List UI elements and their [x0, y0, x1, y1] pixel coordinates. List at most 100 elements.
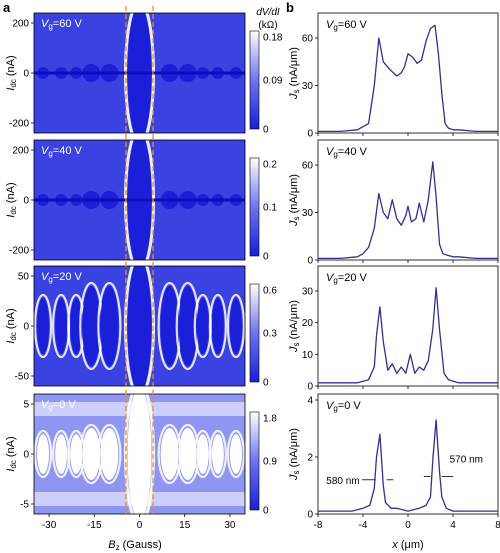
colorbar-3 — [249, 411, 260, 511]
profile-title-rest-0: =60 V — [338, 19, 368, 31]
profile-title-main-2: V — [326, 272, 335, 284]
map-ytick-label-2-1: 0 — [23, 322, 29, 333]
colorbar-tick-1-0: 0.2 — [263, 160, 277, 171]
profile-title-main-0: V — [326, 19, 335, 31]
profile-ylabel-main-2: J — [288, 346, 300, 353]
panel-a-letter: a — [3, 0, 11, 15]
map-label-3: Vg=0 V — [41, 399, 76, 412]
map-lobe-2-5 — [160, 286, 179, 366]
map-ylabel-unit-3: (nA) — [5, 436, 17, 460]
map-label-sub-3: g — [48, 403, 52, 412]
panel-a-xlabel: Bz (Gauss) — [108, 539, 162, 552]
annotation-right-width: 570 nm — [450, 454, 483, 465]
map-ytick-label-0-2: -200 — [9, 119, 29, 130]
map-central-lobe-3 — [127, 394, 152, 514]
profile-ylabel-3: Js (nA/μm) — [288, 428, 301, 481]
map-lobe-3-4 — [100, 428, 119, 480]
profile-title-sub-1: g — [333, 150, 337, 159]
map-lobe-rim-3-0 — [34, 429, 53, 479]
map-label-rest-3: =0 V — [53, 399, 77, 411]
map-ytick-label-1-2: -200 — [9, 246, 29, 257]
map-label-rest-2: =20 V — [53, 271, 83, 283]
profile-title-1: Vg=40 V — [326, 146, 368, 159]
profile-ylabel-main-1: J — [288, 220, 300, 227]
map-label-main-0: V — [41, 18, 50, 30]
panel-b-xlabel: x (μm) — [391, 539, 423, 551]
profile-curve-1 — [318, 161, 498, 260]
map-lobe-rim-2-8 — [208, 293, 227, 359]
colorbar-tick-0-1: 0.09 — [263, 76, 283, 87]
map-ylabel-sub-1: dc — [9, 206, 18, 214]
map-label-main-2: V — [41, 271, 50, 283]
map-panel-1: Vg=40 V 200 0 -200 Idc (nA) 0.2 0.1 0 — [5, 139, 277, 263]
map-ylabel-main-2: I — [5, 341, 17, 344]
profile-xtick-label-4: 8 — [495, 520, 500, 531]
map-lobe-2-0 — [37, 298, 50, 354]
map-lobe-3-0 — [37, 434, 50, 474]
map-xtick-label-0: -30 — [42, 520, 57, 531]
colorbar-1 — [249, 157, 260, 257]
profile-xtick-label-0: -8 — [314, 520, 323, 531]
profile-ytick-label-1-2: 60 — [302, 161, 314, 172]
profile-ytick-label-2-2: 20 — [302, 318, 314, 329]
map-lobe-rim-3-8 — [208, 429, 227, 479]
colorbar-tick-2-2: 0 — [263, 378, 269, 389]
profile-frame-3 — [317, 393, 499, 515]
map-label-rest-1: =40 V — [53, 145, 83, 157]
map-label-sub-1: g — [48, 149, 52, 158]
profile-title-main-3: V — [326, 400, 335, 412]
colorbar-0 — [249, 30, 260, 130]
map-ylabel-unit-1: (nA) — [5, 182, 17, 206]
map-ytick-label-1-1: 0 — [23, 196, 29, 207]
map-lobe-2-3 — [82, 286, 101, 366]
map-xtick-label-1: -15 — [87, 520, 102, 531]
map-label-sub-2: g — [48, 275, 52, 284]
colorbar-title-line1: dV/dI — [256, 7, 280, 18]
map-lobe-3-7 — [196, 434, 209, 474]
profile-frame-1 — [317, 139, 499, 261]
colorbar-tick-1-2: 0 — [263, 252, 269, 263]
map-lobe-2-1 — [55, 298, 68, 354]
profile-ytick-label-2-1: 10 — [302, 350, 314, 361]
profile-ylabel-main-3: J — [288, 474, 300, 481]
panel-b-letter: b — [286, 0, 294, 15]
map-lobe-2-7 — [196, 298, 209, 354]
map-ylabel-sub-2: dc — [9, 332, 18, 340]
map-ytick-label-3-1: 0 — [23, 450, 29, 461]
profile-ylabel-0: Js (nA/μm) — [288, 47, 301, 100]
map-band-bottom-3 — [34, 492, 245, 506]
map-lobe-rim-2-0 — [34, 293, 53, 359]
map-panel-2: Vg=20 V 50 0 -50 Idc (nA) 0.6 0.3 0 — [5, 265, 277, 389]
profile-curve-3 — [318, 419, 498, 512]
profile-ytick-label-3-1: 2 — [307, 453, 313, 464]
map-label-2: Vg=20 V — [41, 271, 83, 284]
map-ytick-label-0-1: 0 — [23, 69, 29, 80]
profile-ylabel-sub-1: s — [292, 216, 301, 220]
map-label-rest-0: =60 V — [53, 18, 83, 30]
map-label-sub-0: g — [48, 22, 52, 31]
profile-ylabel-2: Js (nA/μm) — [288, 300, 301, 353]
map-ylabel-unit-2: (nA) — [5, 308, 17, 332]
profile-frame-0 — [317, 12, 499, 134]
map-ylabel-1: Idc (nA) — [5, 182, 18, 217]
profile-title-2: Vg=20 V — [326, 272, 368, 285]
profile-ylabel-main-0: J — [288, 93, 300, 100]
profile-title-rest-2: =20 V — [338, 272, 368, 284]
map-label-1: Vg=40 V — [41, 145, 83, 158]
profile-title-rest-1: =40 V — [338, 146, 368, 158]
profile-title-3: Vg=0 V — [326, 400, 361, 413]
profile-ytick-label-2-0: 0 — [307, 382, 313, 393]
profile-ytick-label-0-2: 60 — [302, 34, 314, 45]
profile-ylabel-sub-0: s — [292, 89, 301, 93]
map-lobe-rim-3-9 — [226, 429, 245, 479]
map-ytick-label-2-0: 50 — [18, 272, 30, 283]
profile-ylabel-sub-2: s — [292, 342, 301, 346]
profile-ytick-label-2-3: 30 — [302, 287, 314, 298]
map-ylabel-0: Idc (nA) — [5, 55, 18, 90]
profile-title-sub-2: g — [333, 276, 337, 285]
map-ytick-label-2-2: -50 — [15, 372, 30, 383]
